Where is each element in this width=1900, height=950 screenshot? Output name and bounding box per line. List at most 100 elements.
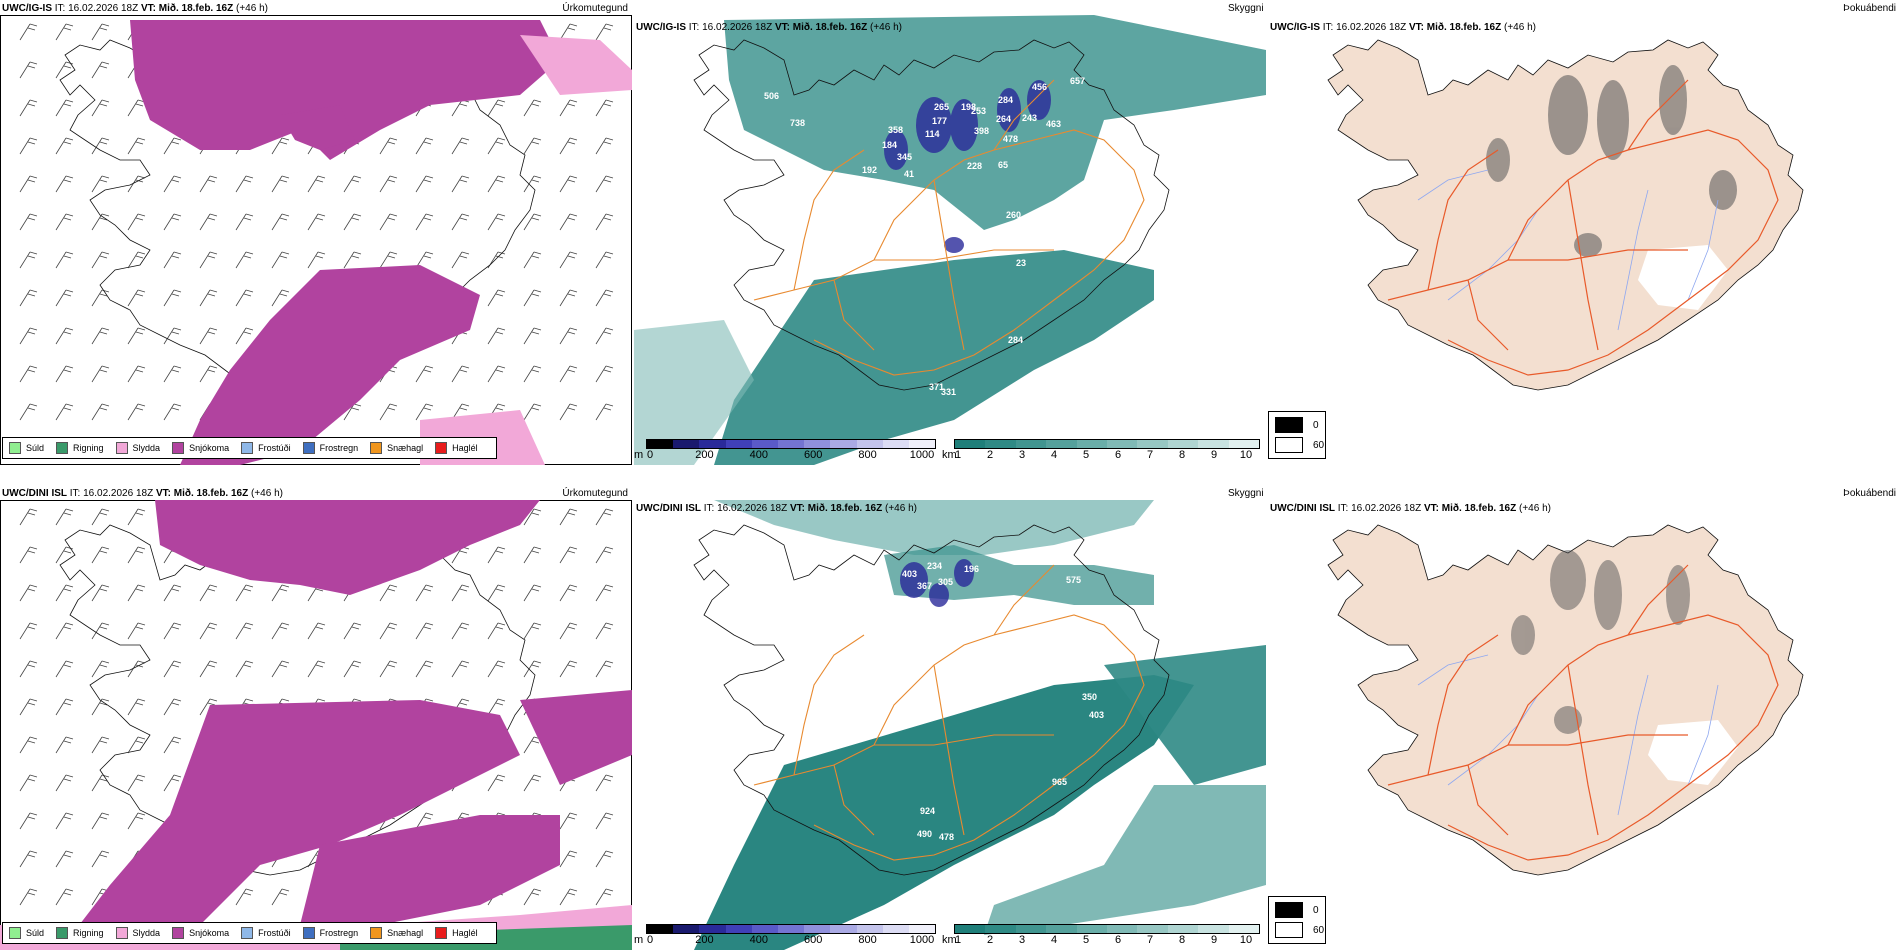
legend-swatch xyxy=(302,927,315,939)
legend-label: Haglél xyxy=(452,928,478,938)
legend-swatch xyxy=(172,927,185,939)
legend-label: Súld xyxy=(26,443,45,453)
legend-swatch xyxy=(435,927,448,939)
cloud-base-label: 260 xyxy=(1006,210,1021,220)
valid-time: VT: Mið. 18.feb. 16Z xyxy=(1408,22,1502,33)
panel-header: UWC/DINI ISL IT: 16.02.2026 18Z VT: Mið.… xyxy=(636,503,917,514)
init-time: IT: 16.02.2026 18Z xyxy=(1337,503,1422,514)
cloud-base-label: 228 xyxy=(967,161,982,171)
legend-label: Snæhagl xyxy=(387,443,424,453)
legend-label: Snjókoma xyxy=(189,443,230,453)
visibility-panel-igis: 506 738 358 184 345 192 41 265 177 114 198 253 398 22… xyxy=(634,0,1266,465)
legend-label: Rigning xyxy=(73,443,104,453)
cloud-base-label: 506 xyxy=(764,91,779,101)
cloud-base-label: 264 xyxy=(996,114,1011,124)
colorbar-tick: 3 xyxy=(1018,934,1026,946)
init-time: IT: 16.02.2026 18Z xyxy=(1322,22,1407,33)
panel-header: UWC/DINI ISL IT: 16.02.2026 18Z VT: Mið.… xyxy=(2,488,283,499)
legend-item: Rigning xyxy=(56,927,104,939)
model-name: UWC/DINI ISL xyxy=(636,503,701,514)
legend-item: Slydda xyxy=(115,442,160,454)
panel-header: UWC/IG-IS IT: 16.02.2026 18Z VT: Mið. 18… xyxy=(636,22,902,33)
colorbar-tick: 1 xyxy=(954,934,962,946)
valid-time: VT: Mið. 18.feb. 16Z xyxy=(789,503,883,514)
legend-swatch xyxy=(370,927,383,939)
colorbar: km 1 2 3 4 5 6 7 8 9 10 xyxy=(942,437,1260,463)
fog-legend-value: 60 xyxy=(1313,924,1325,936)
cloud-base-label: 331 xyxy=(941,387,956,397)
panel-header: UWC/DINI ISL IT: 16.02.2026 18Z VT: Mið.… xyxy=(1270,503,1551,514)
fog-indicator-panel-dini: Þokuábendi 0 60 xyxy=(1268,485,1900,950)
colorbar-tick: 9 xyxy=(1210,449,1218,461)
fog-legend-swatch xyxy=(1275,417,1303,433)
variable-name: Þokuábendi xyxy=(1843,3,1896,14)
legend-item: Snæhagl xyxy=(370,927,423,939)
cloud-base-label: 284 xyxy=(998,95,1013,105)
cloud-base-label: 243 xyxy=(1022,113,1037,123)
lead-time: (+46 h) xyxy=(1504,22,1536,33)
colorbar-tick: 7 xyxy=(1146,449,1154,461)
fog-legend-value: 0 xyxy=(1313,419,1319,431)
fog-legend-row: 60 xyxy=(1275,922,1324,938)
fog-legend-row: 0 xyxy=(1275,417,1319,433)
colorbar-tick: 1 xyxy=(954,449,962,461)
panel-header: UWC/IG-IS IT: 16.02.2026 18Z VT: Mið. 18… xyxy=(1270,22,1536,33)
cloud-base-label: 358 xyxy=(888,125,903,135)
cloud-base-label: 65 xyxy=(998,160,1008,170)
colorbar-tick: 7 xyxy=(1146,934,1154,946)
fog-legend-row: 60 xyxy=(1275,437,1324,453)
fog-legend-value: 60 xyxy=(1313,439,1325,451)
colorbar-tick: 0 xyxy=(646,449,654,461)
fog-legend: 0 60 xyxy=(1268,896,1326,944)
legend-label: Frostregn xyxy=(319,443,359,453)
lead-time: (+46 h) xyxy=(251,488,283,499)
colorbar-tick: 9 xyxy=(1210,934,1218,946)
colorbar-tick: 800 xyxy=(858,449,877,461)
cloud-base-label: 924 xyxy=(920,806,935,816)
init-time: IT: 16.02.2026 18Z xyxy=(688,22,773,33)
colorbar-tick: 600 xyxy=(804,934,823,946)
model-name: UWC/DINI ISL xyxy=(2,488,67,499)
precip-type-map xyxy=(0,15,632,465)
legend-item: Súld xyxy=(9,927,44,939)
legend-swatch xyxy=(172,442,185,454)
precip-type-panel-igis: UWC/IG-IS IT: 16.02.2026 18Z VT: Mið. 18… xyxy=(0,0,632,465)
cloud-base-label: 478 xyxy=(939,832,954,842)
colorbar-unit: km xyxy=(942,934,957,946)
lead-time: (+46 h) xyxy=(885,503,917,514)
precip-type-panel-dini: UWC/DINI ISL IT: 16.02.2026 18Z VT: Mið.… xyxy=(0,485,632,950)
colorbar-tick: 2 xyxy=(986,449,994,461)
colorbar-tick: 200 xyxy=(695,449,714,461)
precip-type-legend: Súld Rigning Slydda Snjókoma Frostúði Frostre… xyxy=(2,437,497,459)
fog-legend-value: 0 xyxy=(1313,904,1319,916)
legend-item: Frostregn xyxy=(302,442,359,454)
legend-item: Haglél xyxy=(435,927,478,939)
colorbar-strip xyxy=(954,924,1260,934)
legend-swatch xyxy=(56,442,69,454)
cloud-base-label: 23 xyxy=(1016,258,1026,268)
colorbar-tick: 8 xyxy=(1178,449,1186,461)
model-name: UWC/DINI ISL xyxy=(1270,503,1335,514)
colorbar-tick: 200 xyxy=(695,934,714,946)
valid-time: VT: Mið. 18.feb. 16Z xyxy=(140,3,234,14)
cloud-base-label: 403 xyxy=(1089,710,1104,720)
colorbar-strip xyxy=(646,924,936,934)
init-time: IT: 16.02.2026 18Z xyxy=(54,3,139,14)
legend-label: Haglél xyxy=(452,443,478,453)
fog-legend-swatch xyxy=(1275,437,1303,453)
panel-header: UWC/IG-IS IT: 16.02.2026 18Z VT: Mið. 18… xyxy=(2,3,268,14)
legend-item: Frostúði xyxy=(241,442,291,454)
cloud-base-label: 965 xyxy=(1052,777,1067,787)
lead-time: (+46 h) xyxy=(870,22,902,33)
colorbar-tick: 2 xyxy=(986,934,994,946)
legend-swatch xyxy=(370,442,383,454)
cloud-base-label: 305 xyxy=(938,577,953,587)
legend-item: Snjókoma xyxy=(172,927,229,939)
visibility-panel-dini: 403 234 196 367 305 575 350 403 965 924 490 478 Sky… xyxy=(634,485,1266,950)
cloud-base-label: 350 xyxy=(1082,692,1097,702)
precip-type-map xyxy=(0,500,632,950)
legend-label: Snjókoma xyxy=(189,928,230,938)
colorbar-tick: 4 xyxy=(1050,934,1058,946)
colorbar-tick: 800 xyxy=(858,934,877,946)
